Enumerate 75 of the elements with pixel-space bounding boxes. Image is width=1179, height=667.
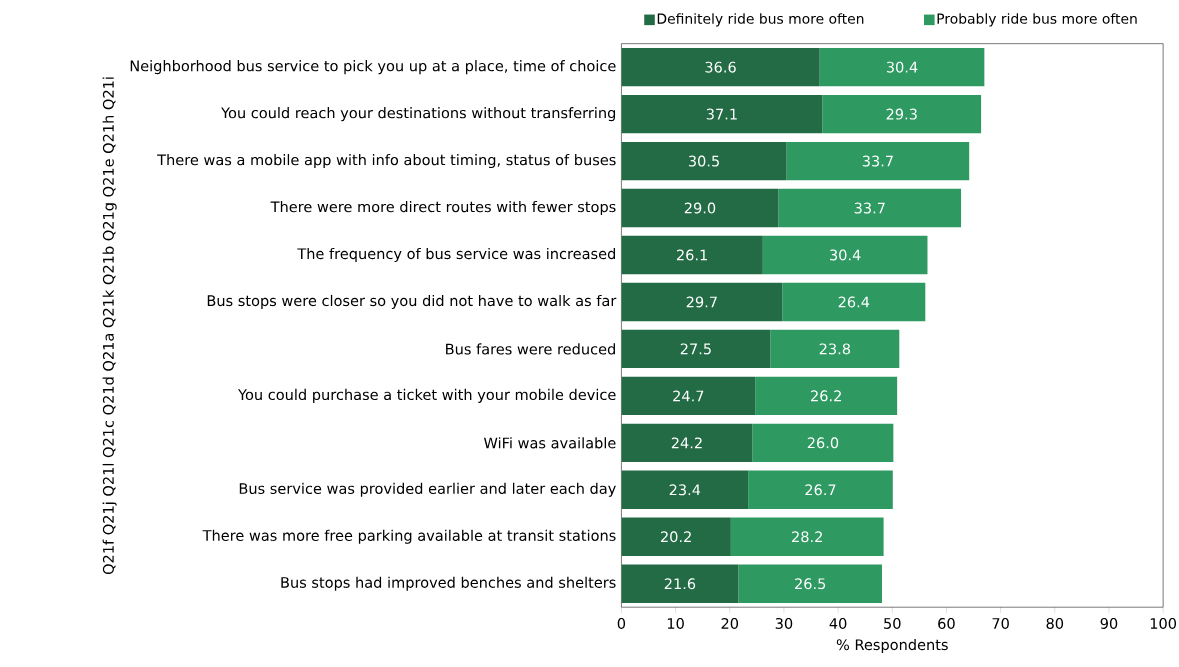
x-tick-label: 50 bbox=[884, 618, 901, 630]
x-tick-label: 60 bbox=[938, 618, 955, 630]
y-tick-label: There were more direct routes with fewer stops bbox=[270, 201, 616, 216]
bar bbox=[738, 564, 882, 604]
data-label: 30.4 bbox=[830, 249, 861, 261]
data-label: 30.4 bbox=[886, 61, 918, 73]
data-label: 30.5 bbox=[688, 155, 719, 167]
x-tick-label: 10 bbox=[667, 618, 684, 630]
y-tick-label: Bus stops were closer so you did not have to walk as far bbox=[207, 295, 617, 310]
legend-label: Definitely ride bus more often bbox=[657, 13, 864, 27]
y-tick-label: You could reach your destinations without transferring bbox=[221, 107, 616, 122]
x-tick-label: 40 bbox=[829, 618, 847, 630]
data-label: 29.7 bbox=[686, 296, 717, 308]
bar bbox=[621, 95, 823, 134]
legend-label: Probably ride bus more often bbox=[937, 13, 1137, 27]
bar bbox=[762, 235, 928, 275]
x-tick-label: 80 bbox=[1046, 618, 1064, 630]
y-tick-label: Neighborhood bus service to pick you up at a place, time of choice bbox=[130, 60, 616, 75]
bar bbox=[822, 95, 982, 134]
bar bbox=[730, 517, 884, 557]
data-label: 27.5 bbox=[680, 343, 711, 355]
data-label: 23.8 bbox=[819, 343, 851, 355]
x-axis-title: % Respondents bbox=[836, 639, 948, 654]
y-tick-label: Bus fares were reduced bbox=[446, 343, 615, 355]
bar bbox=[621, 282, 783, 322]
x-tick-label: 90 bbox=[1100, 618, 1118, 630]
bar bbox=[621, 423, 753, 463]
bar bbox=[786, 142, 970, 181]
data-label: 26.2 bbox=[811, 390, 841, 402]
y-tick-label: Bus stops had improved benches and shelters bbox=[281, 576, 616, 591]
data-label: 33.7 bbox=[854, 202, 885, 214]
data-label: 26.0 bbox=[807, 437, 839, 449]
data-label: 36.6 bbox=[705, 61, 736, 73]
x-tick-label: 20 bbox=[721, 618, 739, 630]
data-label: 37.1 bbox=[706, 108, 737, 120]
data-label: 20.2 bbox=[660, 531, 691, 543]
data-label: 23.4 bbox=[669, 484, 701, 496]
y-axis-title: Q21f Q21j Q21l Q21c Q21d Q21a Q21k Q21b Q21g Q21e Q21h Q21i bbox=[102, 77, 117, 575]
bar bbox=[621, 564, 739, 604]
bar bbox=[621, 329, 771, 369]
bar bbox=[621, 517, 731, 557]
y-tick-label: Bus service was provided earlier and later each day bbox=[239, 482, 616, 497]
bar bbox=[755, 376, 898, 416]
data-label: 21.6 bbox=[664, 578, 696, 590]
y-tick-label: There was a mobile app with info about timing, status of buses bbox=[157, 154, 616, 169]
y-tick-label: You could purchase a ticket with your mobile device bbox=[238, 388, 616, 404]
data-label: 26.4 bbox=[838, 296, 870, 308]
data-label: 33.7 bbox=[862, 155, 893, 167]
y-tick-label: There was more free parking available at transit stations bbox=[202, 529, 616, 544]
bar bbox=[770, 329, 900, 369]
bar bbox=[621, 48, 820, 87]
x-tick-label: 30 bbox=[775, 618, 793, 630]
bar bbox=[752, 423, 894, 463]
y-tick-label: WiFi was available bbox=[483, 437, 616, 449]
bar bbox=[621, 235, 763, 275]
x-tick-label: 0 bbox=[617, 618, 626, 630]
x-tick-label: 70 bbox=[992, 618, 1009, 630]
data-label: 29.0 bbox=[684, 202, 716, 214]
bar bbox=[621, 470, 749, 510]
bar bbox=[748, 470, 893, 510]
bar bbox=[819, 48, 985, 87]
data-label: 26.7 bbox=[805, 484, 836, 496]
bar bbox=[782, 282, 926, 322]
x-tick-label: 100 bbox=[1150, 618, 1177, 630]
data-label: 24.2 bbox=[671, 437, 702, 449]
bar bbox=[778, 188, 962, 228]
bar bbox=[621, 142, 787, 181]
bar bbox=[621, 188, 779, 228]
data-label: 26.5 bbox=[795, 578, 826, 590]
data-label: 24.7 bbox=[673, 390, 704, 402]
bar bbox=[621, 376, 756, 416]
data-label: 26.1 bbox=[676, 249, 707, 261]
data-label: 28.2 bbox=[792, 531, 822, 543]
y-tick-label: The frequency of bus service was increased bbox=[297, 248, 615, 263]
data-label: 29.3 bbox=[886, 108, 917, 120]
